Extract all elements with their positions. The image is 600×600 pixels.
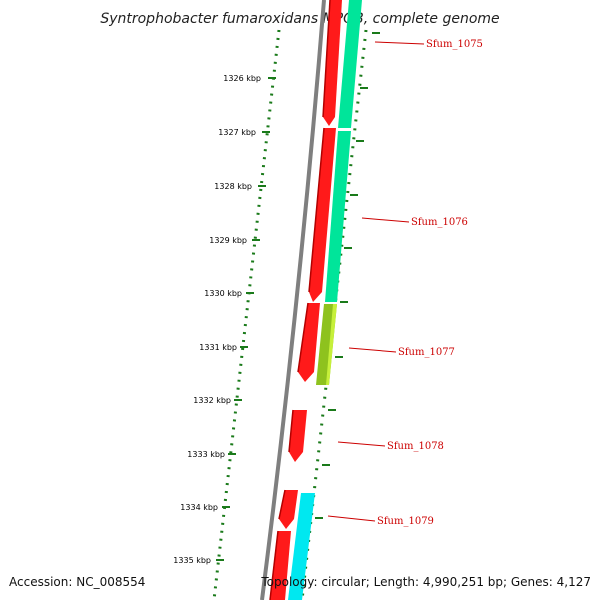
gene-leader-line: [361, 217, 410, 223]
topology-text: Topology: circular; Length: 4,990,251 bp…: [260, 575, 591, 589]
cds-arrow[interactable]: [323, 0, 342, 126]
tick-label: 1333 kbp: [187, 450, 225, 459]
inner-ticks: [315, 32, 380, 519]
gene-leader-line: [337, 441, 386, 447]
tick-label: 1331 kbp: [199, 343, 237, 352]
gene-label[interactable]: Sfum_1077: [398, 347, 455, 358]
cds-track: [269, 0, 342, 600]
cds-arrow-shade: [288, 409, 294, 453]
tick-label: 1326 kbp: [223, 74, 261, 83]
cds-arrow[interactable]: [270, 531, 291, 600]
tick-label: 1335 kbp: [173, 556, 211, 565]
map-title: Syntrophobacter fumaroxidans MPOB, compl…: [100, 11, 499, 27]
cds-arrow-shade: [308, 127, 325, 293]
feature-block-teal-top: [338, 0, 362, 128]
tick-label: 1327 kbp: [218, 128, 256, 137]
feature-track: [288, 0, 362, 600]
feature-block-olive-highlight: [326, 304, 337, 385]
gene-leaders: [327, 41, 425, 522]
tick-label: 1334 kbp: [180, 503, 218, 512]
gene-leader-line: [327, 515, 376, 522]
cds-arrow-shade: [322, 0, 331, 118]
ruler-dotted-line: [212, 29, 281, 600]
gene-labels: Sfum_1075 Sfum_1076 Sfum_1077 Sfum_1078 …: [377, 39, 483, 527]
cds-arrow-shade: [297, 302, 309, 373]
tick-labels: 1326 kbp 1327 kbp 1328 kbp 1329 kbp 1330…: [173, 74, 261, 565]
cds-arrow[interactable]: [289, 410, 307, 462]
gene-label[interactable]: Sfum_1079: [377, 516, 434, 527]
cds-arrow-shade: [269, 530, 279, 600]
cds-arrow[interactable]: [298, 303, 320, 382]
cds-arrow[interactable]: [279, 490, 298, 529]
ruler-ticks: [216, 77, 276, 561]
feature-block-cyan: [288, 493, 315, 600]
tick-label: 1330 kbp: [204, 289, 242, 298]
cds-arrow[interactable]: [309, 128, 336, 302]
feature-block-teal-main: [325, 131, 351, 302]
tick-label: 1328 kbp: [214, 182, 252, 191]
gene-label[interactable]: Sfum_1075: [426, 39, 483, 50]
genome-backbone: [260, 0, 326, 600]
gene-label[interactable]: Sfum_1076: [411, 217, 468, 228]
tick-label: 1329 kbp: [209, 236, 247, 245]
gene-leader-line: [348, 347, 397, 353]
cds-arrow-shade: [278, 489, 286, 520]
gene-leader-line: [374, 41, 425, 45]
tick-label: 1332 kbp: [193, 396, 231, 405]
gene-label[interactable]: Sfum_1078: [387, 441, 444, 452]
accession-text: Accession: NC_008554: [9, 575, 145, 589]
